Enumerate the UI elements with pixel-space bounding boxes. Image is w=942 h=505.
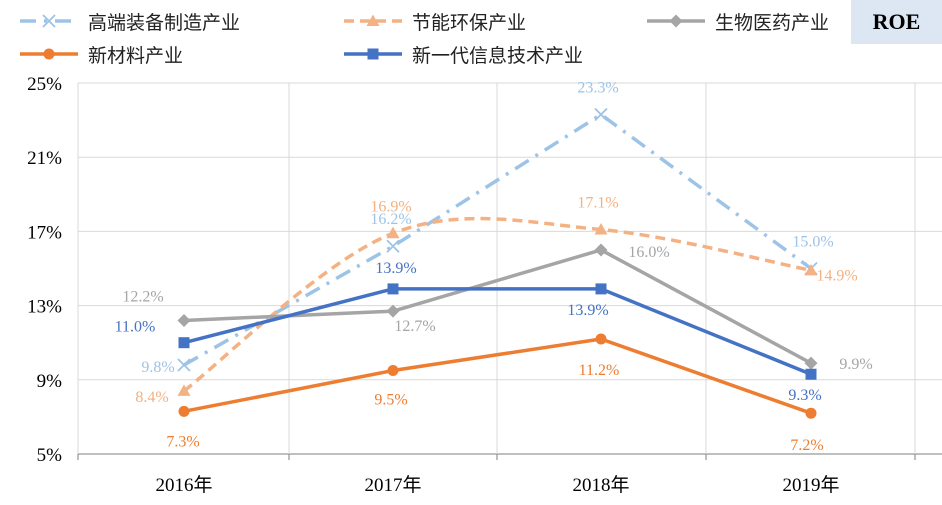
y-tick-label: 13% — [27, 297, 62, 318]
x-tick-label: 2018年 — [572, 474, 629, 496]
series-marker — [177, 384, 191, 396]
y-tick-label: 9% — [37, 371, 63, 392]
data-label: 17.1% — [577, 195, 618, 212]
series-marker — [594, 223, 608, 235]
series-line — [183, 337, 812, 415]
legend-swatch-icon — [344, 48, 402, 60]
y-tick-label: 17% — [27, 222, 62, 243]
series-marker — [594, 243, 608, 257]
series-marker — [595, 283, 607, 295]
data-label: 9.5% — [374, 392, 407, 409]
data-label: 9.9% — [839, 356, 872, 373]
data-label: 13.9% — [567, 302, 608, 319]
series-marker — [177, 313, 191, 327]
roe-badge: ROE — [851, 0, 942, 44]
y-tick-label: 21% — [27, 148, 62, 169]
legend-label: 新一代信息技术产业 — [412, 44, 584, 67]
legend-label: 高端装备制造产业 — [88, 11, 241, 34]
data-label: 7.3% — [166, 433, 199, 450]
series-marker — [387, 283, 399, 295]
legend-swatch-icon — [344, 14, 402, 26]
x-tick-label: 2017年 — [364, 474, 421, 496]
data-label: 9.3% — [788, 387, 821, 404]
x-tick-label: 2016年 — [155, 474, 212, 496]
legend-item: 高端装备制造产业 — [18, 9, 241, 34]
legend-item: 新材料产业 — [18, 42, 184, 67]
legend-marker — [43, 48, 55, 60]
series-marker — [595, 333, 607, 345]
data-label: 8.4% — [135, 389, 168, 406]
legend-swatch-icon — [20, 14, 78, 28]
data-label: 16.2% — [370, 211, 411, 228]
legend-marker — [367, 48, 379, 60]
data-label: 16.0% — [628, 244, 669, 261]
data-label: 14.9% — [816, 267, 857, 284]
series-marker — [804, 356, 818, 370]
legend-marker — [669, 14, 683, 28]
legend-item: 新一代信息技术产业 — [342, 42, 584, 67]
series-marker — [805, 368, 817, 380]
series-marker — [177, 358, 191, 372]
series-marker — [387, 365, 399, 377]
legend-label: 节能环保产业 — [412, 11, 527, 34]
data-label: 11.0% — [115, 319, 156, 336]
series-marker — [386, 304, 400, 318]
data-label: 13.9% — [375, 260, 416, 277]
legend-label: 生物医药产业 — [715, 11, 830, 34]
legend-marker — [366, 14, 380, 26]
data-label: 7.2% — [790, 437, 823, 454]
series-marker — [386, 239, 400, 253]
series-marker — [594, 107, 608, 122]
data-label: 12.2% — [122, 288, 163, 305]
legend-label: 新材料产业 — [88, 44, 184, 67]
legend-item: 生物医药产业 — [645, 9, 830, 34]
x-tick-label: 2019年 — [782, 474, 839, 496]
legend-item: 节能环保产业 — [342, 9, 527, 34]
data-label: 11.2% — [579, 362, 620, 379]
legend-swatch-icon — [647, 14, 705, 28]
data-label: 16.9% — [370, 198, 411, 215]
series-marker — [805, 407, 817, 419]
series-marker — [804, 263, 818, 276]
data-label: 23.3% — [577, 80, 618, 97]
legend-swatch-icon — [20, 48, 78, 60]
series-marker — [386, 226, 400, 239]
series-marker — [178, 337, 190, 349]
series-marker — [178, 405, 190, 417]
series-line — [183, 112, 813, 367]
data-label: 9.8% — [141, 359, 174, 376]
data-label: 15.0% — [792, 234, 833, 251]
data-label: 12.7% — [394, 318, 435, 335]
series-line — [182, 216, 812, 393]
series-line — [183, 287, 812, 376]
y-tick-label: 25% — [27, 74, 62, 95]
y-tick-label: 5% — [37, 445, 63, 466]
legend-marker — [42, 14, 56, 28]
